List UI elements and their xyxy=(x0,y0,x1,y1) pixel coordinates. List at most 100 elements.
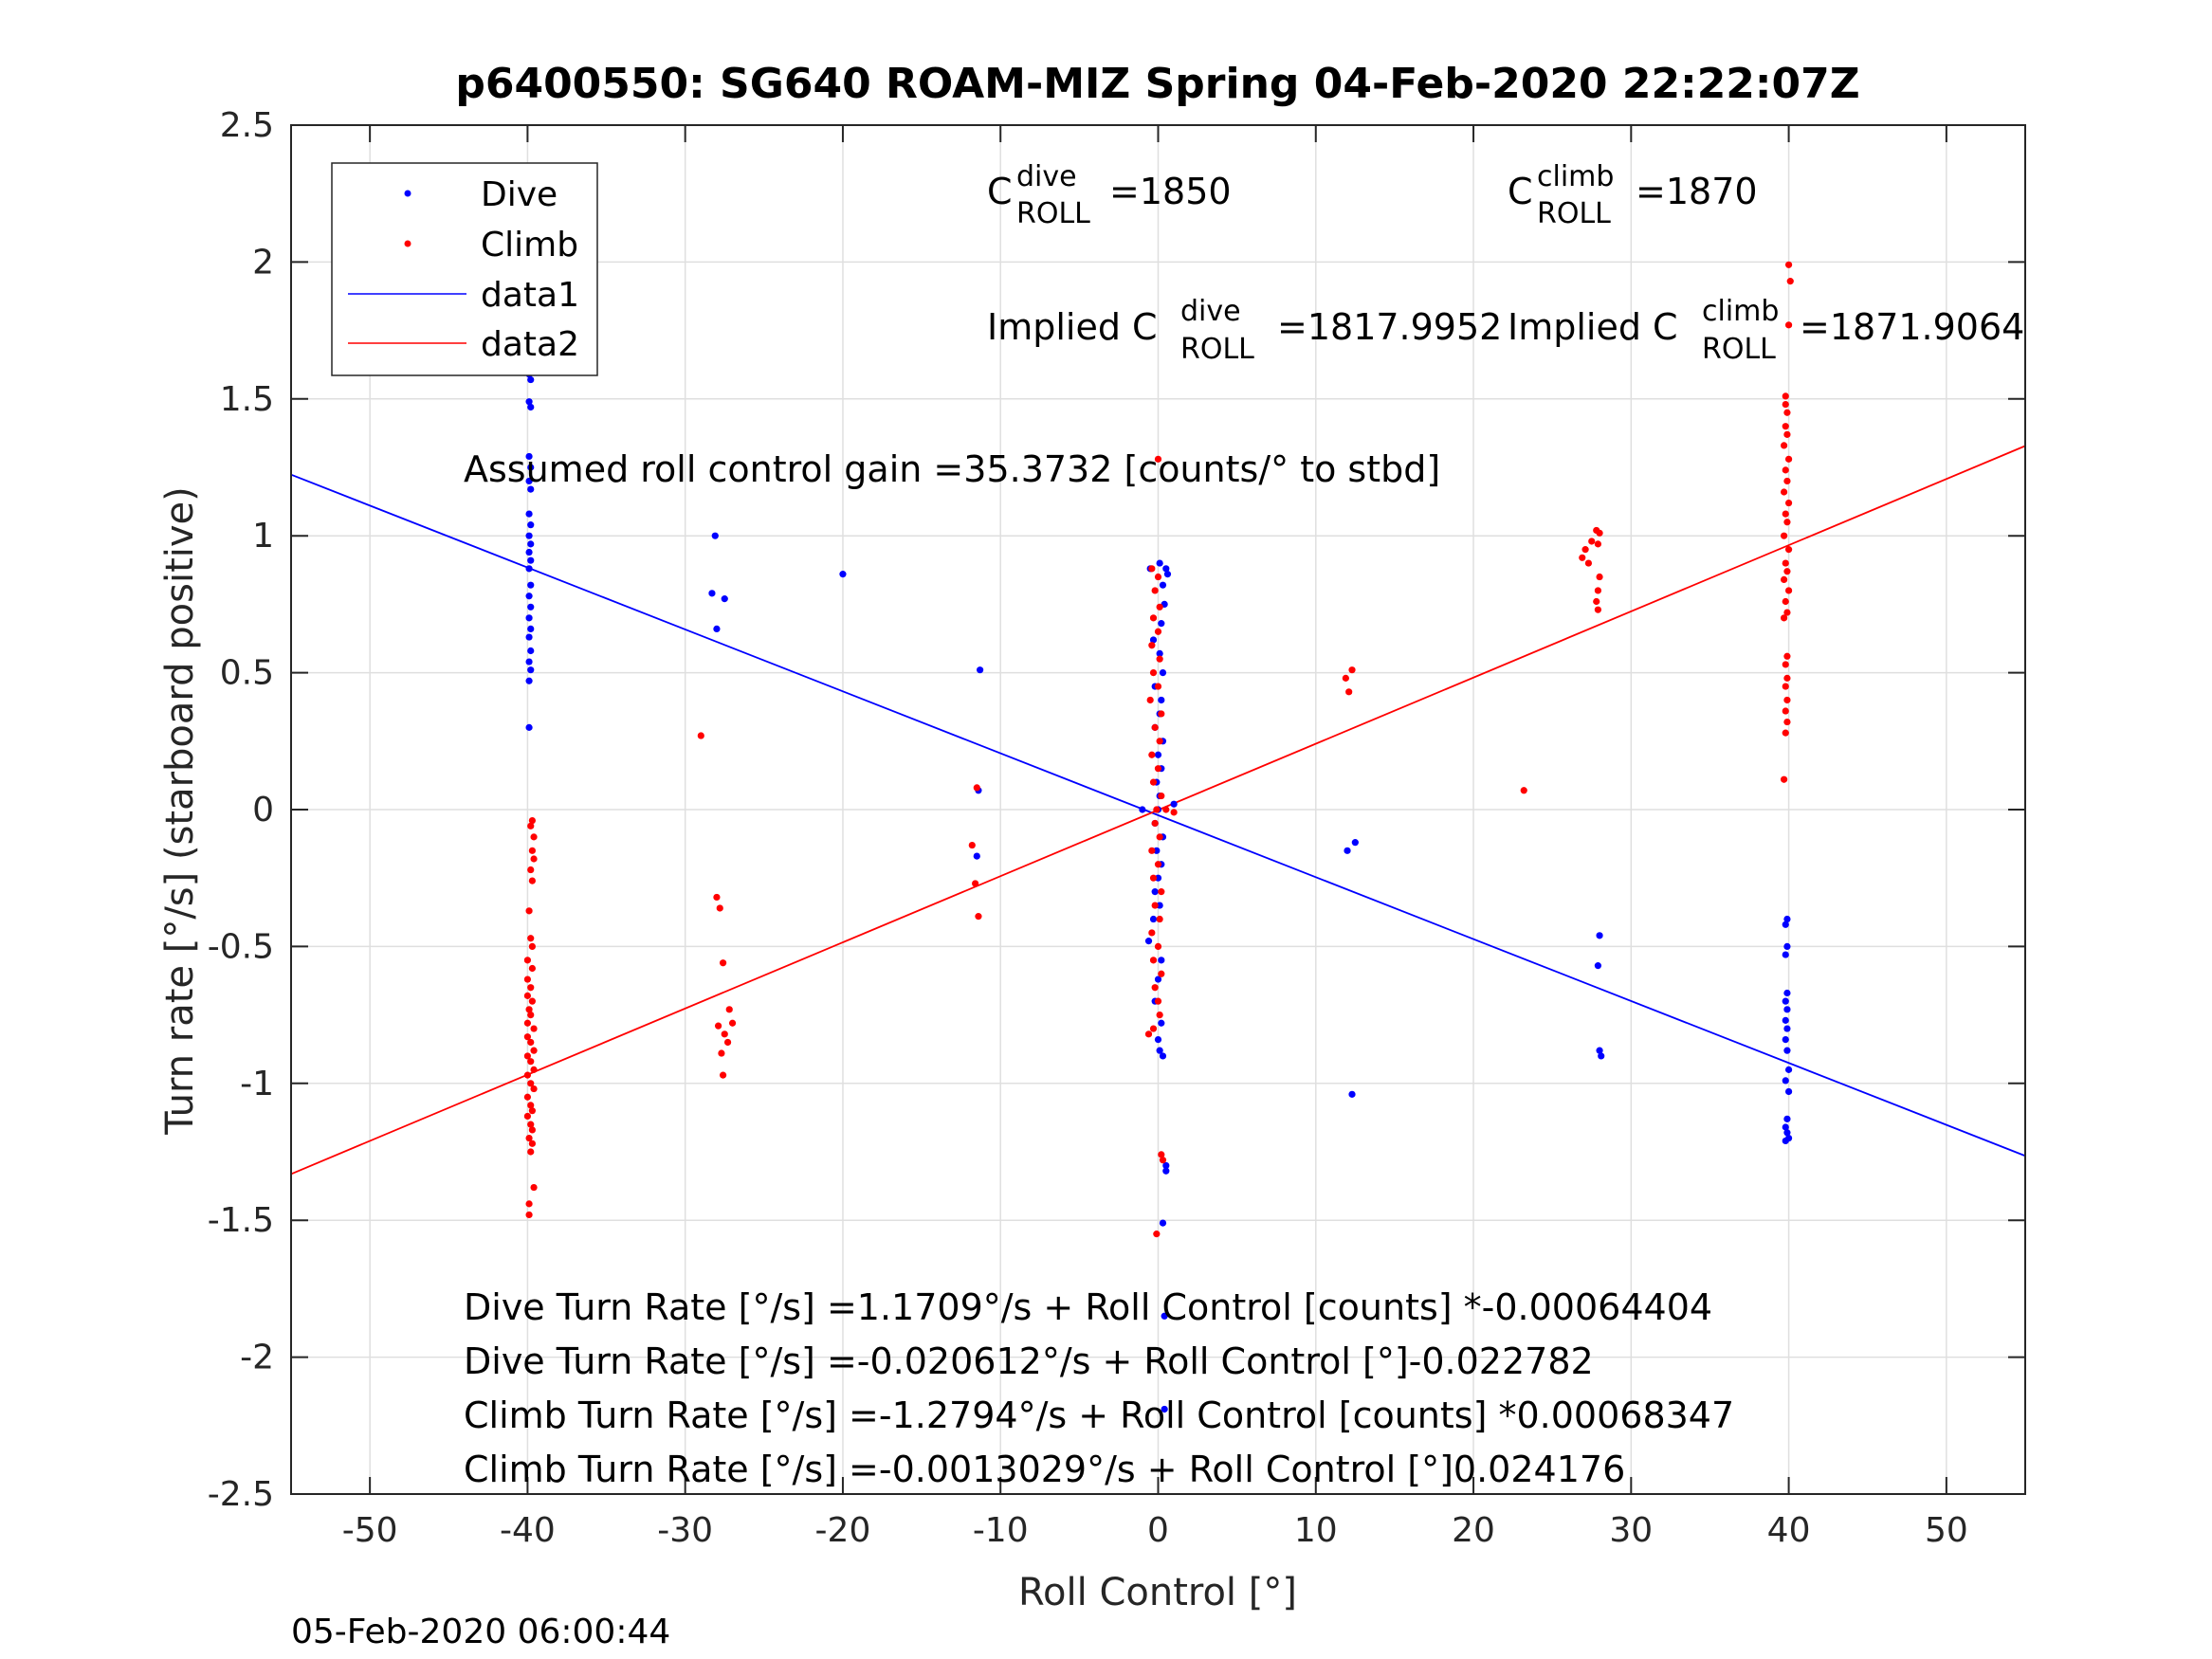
point-climb xyxy=(1154,455,1162,463)
point-climb xyxy=(1782,559,1789,567)
point-dive xyxy=(1782,1077,1789,1085)
point-dive xyxy=(1782,1016,1789,1024)
axis-ticks: -50 -40 -30 -20 -10 0 10 20 30 40 50-2.5-2-1.5-1-0… xyxy=(208,106,2025,1550)
point-climb xyxy=(1154,765,1162,773)
point-climb xyxy=(530,1047,538,1054)
point-dive xyxy=(527,464,535,471)
point-climb xyxy=(1151,587,1159,594)
point-climb xyxy=(525,1200,533,1208)
dive-fit-degrees-annotation: Dive Turn Rate [°/s] =-0.020612°/s + Rol… xyxy=(464,1340,1594,1382)
point-dive xyxy=(1161,1405,1168,1413)
point-dive xyxy=(525,723,533,731)
point-climb xyxy=(972,880,979,887)
point-dive xyxy=(1783,1047,1791,1054)
point-climb xyxy=(1781,442,1788,449)
point-dive xyxy=(1149,636,1158,644)
point-climb xyxy=(1782,729,1789,737)
point-climb xyxy=(1154,573,1162,581)
point-dive xyxy=(1596,932,1603,939)
point-dive xyxy=(1162,565,1170,573)
point-dive xyxy=(711,532,719,539)
x-tick-label: 40 xyxy=(1767,1511,1811,1550)
implied-c-roll-dive-annotation: Implied C dive ROLL =1817.9952 xyxy=(987,295,1502,366)
point-climb xyxy=(725,1006,733,1013)
point-dive xyxy=(525,548,533,556)
point-climb xyxy=(1782,597,1789,606)
point-climb xyxy=(716,904,723,912)
point-climb xyxy=(1581,546,1589,554)
point-climb xyxy=(530,1066,538,1073)
y-tick-label: 0 xyxy=(252,791,274,830)
point-climb xyxy=(1149,874,1158,882)
point-climb xyxy=(1149,778,1158,786)
point-dive xyxy=(1156,1047,1163,1054)
implied-climb-sup: climb xyxy=(1702,295,1779,328)
point-dive xyxy=(1782,951,1789,958)
point-dive xyxy=(1783,915,1791,923)
point-dive xyxy=(527,666,535,674)
point-dive xyxy=(839,571,847,578)
point-dive xyxy=(1782,1137,1789,1145)
legend-data2-label: data2 xyxy=(481,325,579,364)
point-dive xyxy=(1139,806,1146,813)
point-climb xyxy=(528,1126,536,1134)
point-climb xyxy=(1170,809,1178,816)
point-climb xyxy=(1156,738,1163,745)
point-climb xyxy=(528,964,536,973)
point-climb xyxy=(1148,642,1156,649)
point-dive xyxy=(1351,839,1359,847)
point-climb xyxy=(1156,915,1163,923)
point-climb xyxy=(1594,606,1602,613)
x-tick-label: -10 xyxy=(973,1511,1029,1550)
point-climb xyxy=(1781,532,1788,539)
point-climb xyxy=(714,1022,722,1030)
point-climb xyxy=(1784,261,1793,268)
c-climb-sup: climb xyxy=(1537,160,1614,193)
point-climb xyxy=(1153,1231,1161,1238)
c-climb-value: =1870 xyxy=(1636,171,1758,212)
point-climb xyxy=(1588,538,1596,545)
point-dive xyxy=(525,398,533,406)
point-climb xyxy=(530,1025,538,1032)
point-climb xyxy=(528,847,536,854)
point-climb xyxy=(530,855,538,863)
point-climb xyxy=(527,1012,535,1019)
point-climb xyxy=(1148,565,1156,573)
y-tick-label: -1 xyxy=(240,1065,274,1103)
point-climb xyxy=(1783,674,1791,682)
point-dive xyxy=(1159,669,1167,677)
x-tick-label: -50 xyxy=(342,1511,398,1550)
point-dive xyxy=(1783,1129,1791,1137)
point-climb xyxy=(1784,321,1793,329)
dive-fit-counts-annotation: Dive Turn Rate [°/s] =1.1709°/s + Roll C… xyxy=(464,1286,1712,1328)
point-climb xyxy=(1781,488,1788,496)
point-dive xyxy=(1783,1006,1791,1013)
point-climb xyxy=(973,784,980,792)
point-dive xyxy=(525,510,533,518)
point-climb xyxy=(1596,529,1603,537)
point-dive xyxy=(1159,581,1167,589)
point-climb xyxy=(527,822,535,830)
point-dive xyxy=(1596,1047,1603,1054)
point-climb xyxy=(721,1030,728,1038)
point-dive xyxy=(1784,1066,1793,1073)
point-climb xyxy=(1781,575,1788,584)
x-tick-label: -30 xyxy=(657,1511,713,1550)
point-climb xyxy=(1158,888,1165,896)
point-climb xyxy=(1786,278,1794,285)
point-dive xyxy=(527,556,535,564)
point-climb xyxy=(1783,718,1791,726)
x-tick-label: 50 xyxy=(1925,1511,1968,1550)
point-climb xyxy=(719,959,727,967)
point-climb xyxy=(1153,806,1161,813)
c-dive-base: C xyxy=(987,171,1013,212)
c-dive-value: =1850 xyxy=(1109,171,1232,212)
point-climb xyxy=(1782,661,1789,668)
point-dive xyxy=(1158,1019,1165,1027)
point-dive xyxy=(1163,571,1172,578)
point-climb xyxy=(1783,409,1791,416)
point-dive xyxy=(525,677,533,684)
point-climb xyxy=(527,866,535,874)
point-dive xyxy=(527,403,535,411)
point-climb xyxy=(1149,1025,1158,1032)
